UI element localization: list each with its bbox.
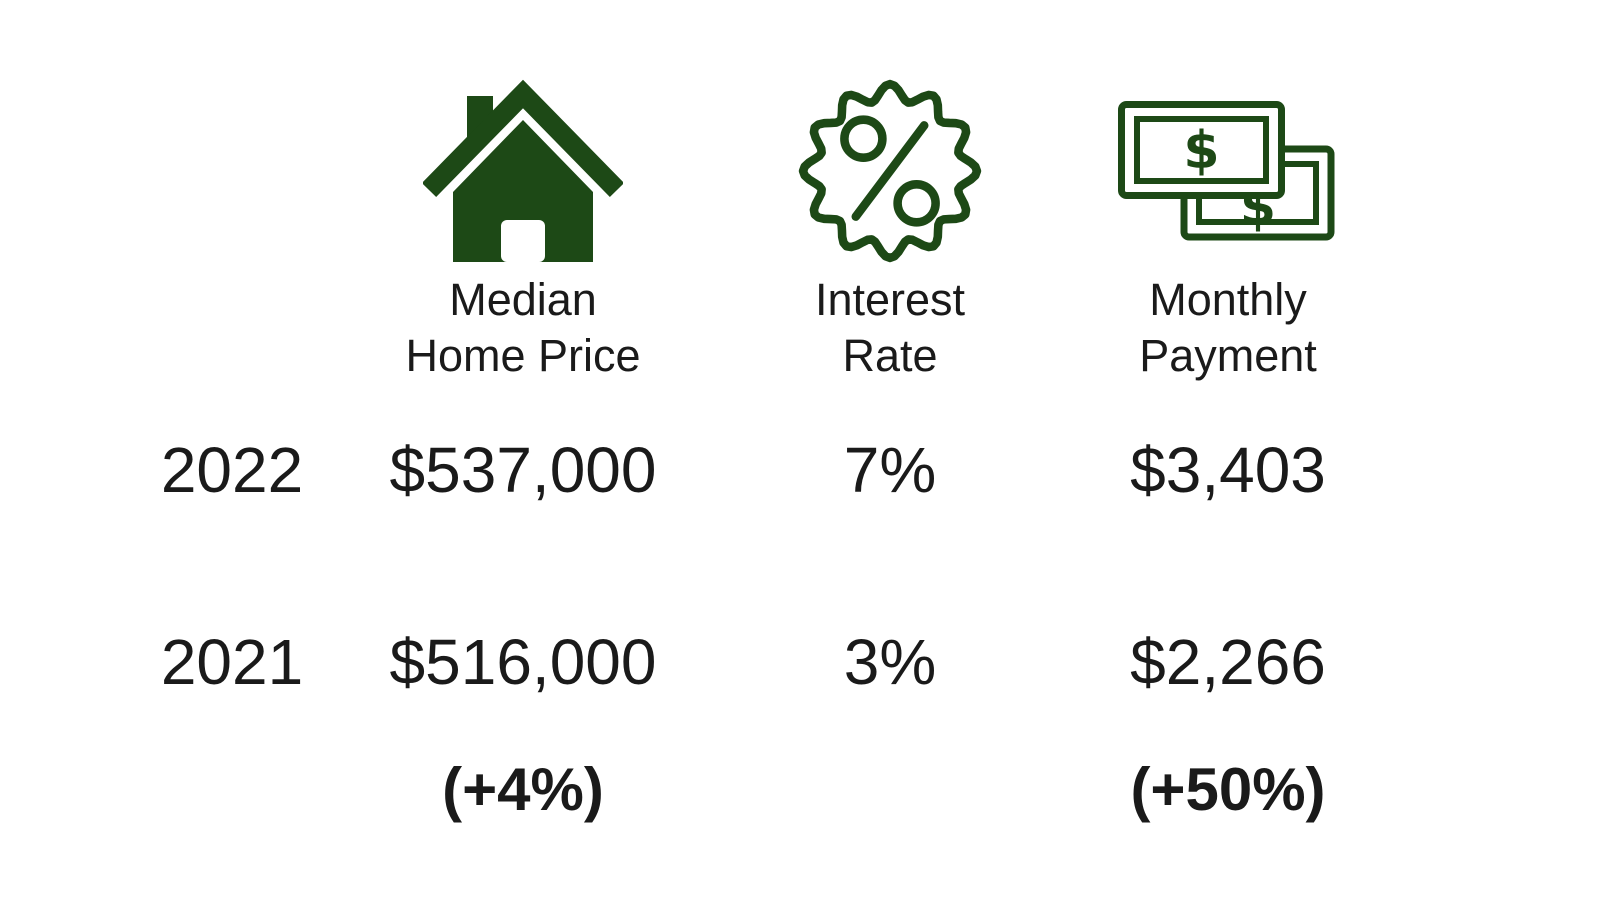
value-median-home-price-2022: $537,000 <box>389 434 657 506</box>
dollar-glyph: $ <box>1183 121 1219 181</box>
value-interest-rate-2021: 3% <box>843 626 937 698</box>
change-median-home-price: (+4%) <box>442 756 604 823</box>
change-monthly-payment: (+50%) <box>1130 756 1326 823</box>
column-label-interest-rate: Interest Rate <box>690 272 1090 384</box>
value-monthly-payment-2021: $2,266 <box>1130 626 1326 698</box>
column-label-line: Rate <box>842 330 938 381</box>
column-label-median-home-price: Median Home Price <box>323 272 723 384</box>
percent-badge-icon <box>690 75 1090 267</box>
column-label-line: Payment <box>1139 330 1317 381</box>
column-label-line: Monthly <box>1149 274 1307 325</box>
year-label-2021: 2021 <box>160 626 304 698</box>
value-interest-rate-2022: 7% <box>843 434 937 506</box>
column-header-median-home-price: Median Home Price <box>323 75 723 384</box>
value-median-home-price-2021: $516,000 <box>389 626 657 698</box>
house-icon <box>323 75 723 267</box>
column-label-line: Home Price <box>405 330 641 381</box>
column-label-monthly-payment: Monthly Payment <box>1028 272 1428 384</box>
column-header-interest-rate: Interest Rate <box>690 75 1090 384</box>
column-label-line: Median <box>449 274 597 325</box>
value-monthly-payment-2022: $3,403 <box>1130 434 1326 506</box>
money-bills-icon: $ $ <box>1028 75 1428 267</box>
year-label-2022: 2022 <box>160 434 304 506</box>
column-header-monthly-payment: $ $ Monthly Payment <box>1028 75 1428 384</box>
column-label-line: Interest <box>814 274 966 325</box>
